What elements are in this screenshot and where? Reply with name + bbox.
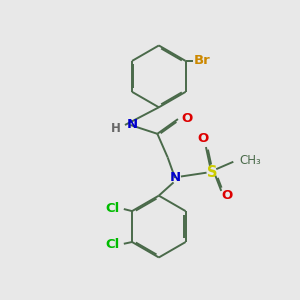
Text: Cl: Cl [105,202,120,215]
Text: H: H [111,122,121,135]
Text: O: O [182,112,193,125]
Text: N: N [169,172,181,184]
Text: Br: Br [194,54,211,68]
Text: O: O [197,132,208,145]
Text: CH₃: CH₃ [239,154,261,167]
Text: O: O [221,189,232,202]
Text: N: N [126,118,138,131]
Text: S: S [207,165,217,180]
Text: Cl: Cl [105,238,120,251]
